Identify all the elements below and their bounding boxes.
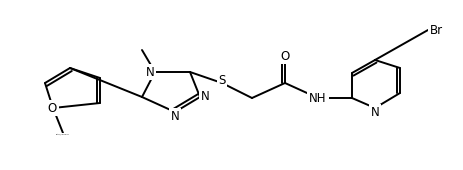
Text: O: O — [47, 101, 56, 115]
Text: N: N — [145, 65, 154, 79]
Text: methyl_true: methyl_true — [63, 136, 71, 138]
Text: N: N — [200, 90, 209, 104]
Text: NH: NH — [308, 91, 326, 105]
Text: S: S — [218, 73, 225, 87]
Text: methyl_placeholder: methyl_placeholder — [56, 133, 70, 135]
Text: methyl_lbl: methyl_lbl — [59, 132, 67, 134]
Text: N: N — [170, 109, 179, 123]
Text: N: N — [370, 106, 379, 118]
Text: methyl_lbl2: methyl_lbl2 — [138, 47, 146, 49]
Text: O: O — [48, 101, 57, 115]
Text: methyl_n: methyl_n — [138, 44, 145, 46]
Text: O: O — [280, 49, 289, 63]
Text: Br: Br — [429, 23, 442, 37]
